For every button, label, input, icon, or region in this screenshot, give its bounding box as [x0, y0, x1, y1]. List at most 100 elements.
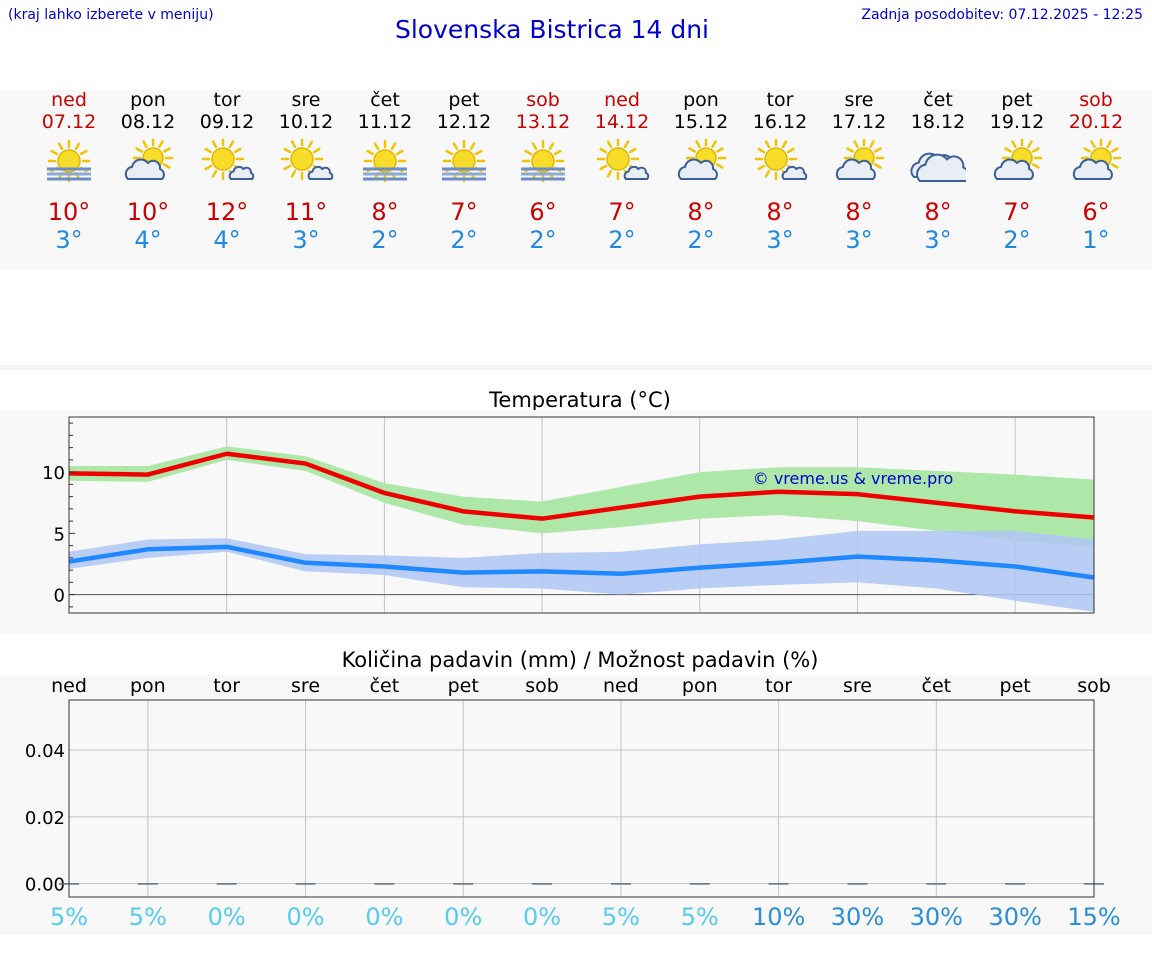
day-column: čet 18.12 8° 3° — [898, 89, 978, 254]
plot-area — [69, 700, 1094, 897]
page-title: Slovenska Bistrica 14 dni — [394, 15, 710, 44]
min-temperature: 2° — [608, 226, 636, 254]
day-column: sre 10.12 11° 3° — [266, 89, 346, 254]
max-temperature: 8° — [924, 198, 952, 226]
y-tick-label: 10 — [42, 463, 65, 484]
sun-fog-icon — [47, 139, 91, 183]
sun-small-cloud-icon — [201, 139, 255, 181]
precipitation-bar — [295, 883, 316, 885]
day-date: 15.12 — [673, 111, 729, 133]
day-name: ned — [51, 89, 87, 111]
max-temperature-line — [68, 451, 1095, 521]
y-tick-label: 0 — [54, 586, 65, 607]
precipitation-bar — [216, 883, 237, 885]
y-tick-label: 5 — [54, 524, 65, 545]
precipitation-probability: 5% — [680, 903, 719, 931]
cloud-icon — [910, 152, 966, 182]
axes-frame — [68, 699, 1095, 898]
max-temperature: 8° — [845, 198, 873, 226]
precipitation-probability: 30% — [909, 903, 963, 931]
max-temperature: 7° — [1003, 198, 1031, 226]
day-date: 12.12 — [436, 111, 492, 133]
max-temperature: 6° — [1082, 198, 1110, 226]
precipitation-bar — [1005, 883, 1026, 885]
sun-behind-cloud-icon — [835, 139, 885, 180]
precipitation-day-label: čet — [921, 675, 952, 697]
precipitation-probability: 0% — [523, 903, 562, 931]
axes-frame — [68, 416, 1095, 614]
day-column: čet 11.12 8° 2° — [345, 89, 425, 254]
max-temperature: 8° — [766, 198, 794, 226]
day-name: ned — [604, 89, 640, 111]
sun-behind-cloud-icon — [677, 139, 727, 180]
day-name: sre — [844, 89, 874, 111]
precipitation-probability: 10% — [751, 903, 806, 931]
day-date: 13.12 — [515, 111, 571, 133]
day-name: tor — [766, 89, 794, 111]
precipitation-bar — [532, 883, 553, 885]
day-column: ned 07.12 10° 3° — [29, 89, 109, 254]
day-date: 08.12 — [120, 111, 176, 133]
watermark: © vreme.us & vreme.pro — [753, 469, 954, 488]
max-temperature: 8° — [687, 198, 715, 226]
precipitation-day-label: tor — [213, 675, 241, 697]
min-temperature: 2° — [371, 226, 399, 254]
y-tick-label: 0.04 — [25, 741, 65, 762]
day-date: 09.12 — [199, 111, 255, 133]
day-date: 07.12 — [41, 111, 97, 133]
precipitation-probability: 0% — [286, 903, 325, 931]
precipitation-day-label: sre — [842, 675, 872, 697]
precipitation-probability: 5% — [601, 903, 640, 931]
day-date: 16.12 — [752, 111, 808, 133]
day-date: 18.12 — [910, 111, 966, 133]
day-column: sre 17.12 8° 3° — [819, 89, 899, 254]
sun-fog-icon — [442, 139, 486, 183]
day-name: tor — [213, 89, 241, 111]
precipitation-probability: 5% — [49, 903, 89, 931]
precipitation-probability: 0% — [444, 903, 483, 931]
divider — [0, 365, 1152, 370]
precipitation-chart-title: Količina padavin (mm) / Možnost padavin … — [341, 648, 819, 672]
day-column: ned 14.12 7° 2° — [582, 89, 662, 254]
precipitation-bar — [610, 883, 631, 885]
day-column: sob 20.12 6° 1° — [1056, 89, 1136, 254]
precipitation-day-label: tor — [765, 675, 793, 697]
precipitation-bar — [374, 883, 395, 885]
day-name: pon — [683, 89, 719, 111]
precipitation-day-label: ned — [51, 675, 87, 697]
precipitation-bar — [453, 883, 474, 885]
location-menu-hint[interactable]: (kraj lahko izberete v meniju) — [8, 7, 214, 23]
sun-behind-cloud-icon — [993, 139, 1043, 180]
day-name: sre — [291, 89, 321, 111]
day-name: pon — [130, 89, 166, 111]
precipitation-day-label: pon — [129, 675, 166, 697]
min-temperature: 4° — [134, 226, 162, 254]
day-date: 17.12 — [831, 111, 887, 133]
day-date: 20.12 — [1068, 111, 1124, 133]
day-date: 11.12 — [357, 111, 413, 133]
day-name: čet — [923, 89, 953, 111]
y-tick-label: 0.02 — [25, 808, 65, 829]
day-name: sob — [1079, 89, 1113, 111]
day-date: 19.12 — [989, 111, 1045, 133]
precipitation-day-label: pet — [999, 675, 1031, 697]
precipitation-day-label: ned — [603, 675, 639, 697]
sun-small-cloud-icon — [280, 139, 334, 181]
min-temperature: 3° — [292, 226, 320, 254]
sun-small-cloud-icon — [596, 139, 650, 181]
min-temperature: 2° — [450, 226, 478, 254]
max-temperature: 6° — [529, 198, 557, 226]
day-name: pet — [1001, 89, 1033, 111]
day-date: 10.12 — [278, 111, 334, 133]
day-column: pon 08.12 10° 4° — [108, 89, 188, 254]
sun-behind-cloud-icon — [1072, 139, 1122, 180]
precipitation-probability: 0% — [207, 903, 246, 931]
max-temperature: 10° — [126, 198, 170, 226]
precipitation-bar — [137, 883, 158, 885]
precipitation-probability: 15% — [1067, 903, 1121, 931]
max-temperature: 11° — [284, 198, 328, 226]
min-temperature: 2° — [687, 226, 715, 254]
precipitation-bar — [926, 883, 947, 885]
day-column: tor 09.12 12° 4° — [187, 89, 267, 254]
precipitation-probability: 30% — [830, 903, 885, 931]
